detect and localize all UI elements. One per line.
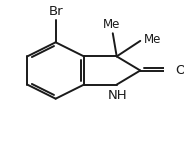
Text: Me: Me (102, 18, 120, 31)
Text: O: O (175, 64, 184, 77)
Text: Br: Br (48, 5, 63, 18)
Text: Me: Me (144, 33, 161, 46)
Text: NH: NH (108, 89, 127, 102)
